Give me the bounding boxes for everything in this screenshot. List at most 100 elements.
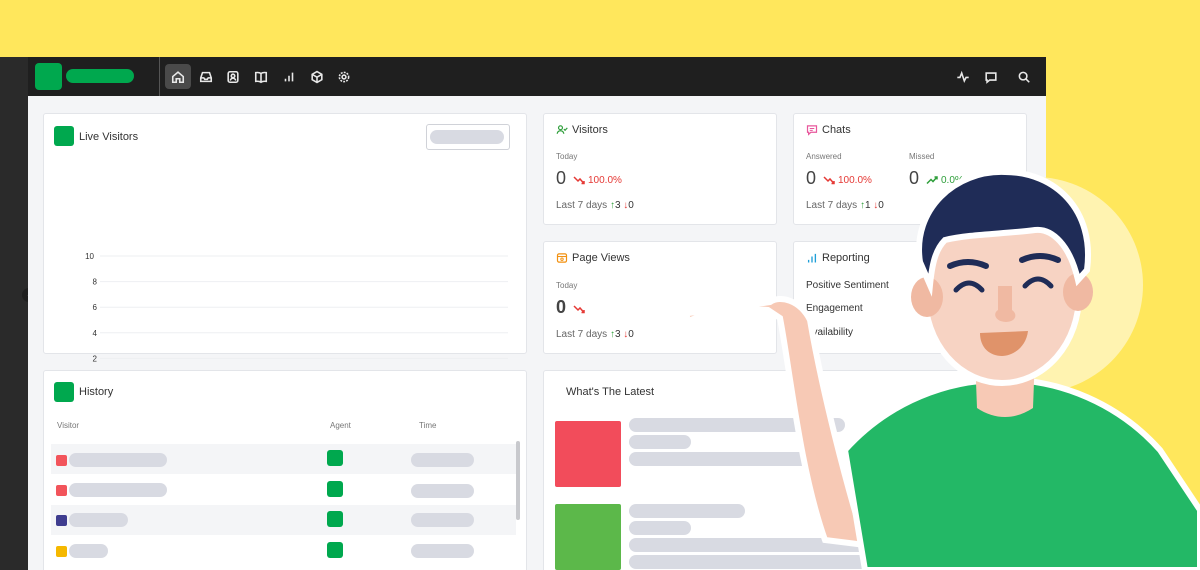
column-header-visitor[interactable]: Visitor (57, 421, 80, 430)
chats-answered-label: Answered (806, 152, 842, 161)
visitor-color-dot (56, 485, 67, 496)
visitor-name-placeholder (69, 513, 128, 527)
time-placeholder (411, 513, 474, 527)
visitors-up-count: 3 (614, 200, 621, 211)
trend-up-icon (926, 176, 938, 185)
agent-avatar (327, 542, 343, 558)
inbox-icon (199, 71, 213, 82)
history-scrollbar[interactable] (516, 441, 520, 520)
table-row[interactable] (51, 505, 516, 535)
visitors-change: 100.0% (588, 175, 622, 186)
live-visitors-icon (54, 126, 74, 146)
topbar-divider (159, 57, 160, 96)
news-text-placeholder (629, 452, 809, 466)
top-navigation-bar (28, 57, 1046, 96)
visitors-down-count: 0 (628, 200, 634, 211)
page-views-today-label: Today (556, 281, 578, 290)
table-row[interactable] (51, 444, 516, 474)
visitors-today-label: Today (556, 152, 578, 161)
reporting-item-availability[interactable]: Availability (806, 327, 854, 338)
trend-down-icon (573, 305, 585, 314)
nav-reports-button[interactable] (276, 64, 302, 89)
arrow-up-icon: ↑ (609, 200, 615, 211)
arrow-up-icon: ↑ (609, 329, 615, 340)
nav-settings-button[interactable] (331, 64, 357, 89)
trend-down-icon (823, 176, 835, 185)
agent-avatar (327, 511, 343, 527)
chats-missed-label: Missed (909, 152, 935, 161)
arrow-down-icon: ↓ (873, 200, 879, 211)
y-tick-label: 10 (85, 252, 94, 261)
visitors-last7-label: Last 7 days (556, 200, 608, 211)
chat-bubble-icon (985, 71, 997, 84)
chats-card: Chats Answered 0 100.0% Missed 0 0.0% La… (793, 113, 1027, 225)
visitor-name-placeholder (69, 544, 108, 558)
chats-last7: Last 7 days ↑1 ↓0 (806, 200, 884, 211)
news-title-placeholder (629, 504, 745, 518)
visitors-card: Visitors Today 0 100.0% Last 7 days ↑3 ↓… (543, 113, 777, 225)
page-views-today-value: 0 (556, 297, 567, 317)
chats-up-count: 1 (864, 200, 871, 211)
news-thumbnail[interactable] (555, 421, 621, 487)
search-icon (1018, 71, 1030, 83)
y-tick-label: 4 (93, 329, 98, 338)
activity-icon (957, 70, 969, 83)
news-meta-placeholder (629, 435, 691, 449)
bar-chart-icon (284, 72, 294, 81)
visitor-color-dot (56, 546, 67, 557)
arrow-up-icon: ↑ (859, 200, 865, 211)
column-header-agent[interactable]: Agent (330, 421, 351, 430)
nav-home-button[interactable] (165, 64, 191, 89)
y-tick-label: 8 (93, 278, 98, 287)
chats-title: Chats (822, 124, 851, 136)
time-placeholder (411, 544, 474, 558)
visitor-color-dot (56, 455, 67, 466)
page-views-down-count: 0 (628, 329, 634, 340)
news-title-placeholder (629, 418, 845, 432)
page-views-last7: Last 7 days ↑3 ↓0 (556, 329, 634, 340)
news-text-placeholder (629, 555, 929, 569)
chats-down-count: 0 (878, 200, 884, 211)
nav-inbox-button[interactable] (193, 64, 219, 89)
column-header-time[interactable]: Time (419, 421, 437, 430)
timeframe-placeholder (430, 130, 504, 144)
search-button[interactable] (1011, 64, 1037, 89)
visitor-name-placeholder (69, 483, 167, 497)
nav-knowledge-button[interactable] (248, 64, 274, 89)
table-row[interactable] (51, 475, 516, 505)
contacts-icon (227, 70, 239, 83)
nav-integrations-button[interactable] (304, 64, 330, 89)
nav-contacts-button[interactable] (220, 64, 246, 89)
latest-title: What's The Latest (566, 386, 655, 398)
news-thumbnail[interactable] (555, 504, 621, 570)
logo-wordmark (66, 69, 134, 83)
visitors-icon (556, 125, 568, 134)
timeframe-dropdown[interactable] (426, 124, 510, 150)
y-tick-label: 6 (93, 303, 98, 312)
trend-down-icon (573, 176, 585, 185)
page-views-card: Page Views Today 0 Last 7 days ↑3 ↓0 (543, 241, 777, 354)
messages-button[interactable] (978, 64, 1004, 89)
agent-avatar (327, 481, 343, 497)
home-icon (171, 70, 185, 83)
reporting-item-engagement[interactable]: Engagement (806, 303, 863, 314)
live-visitors-card: Live Visitors (43, 113, 527, 354)
agent-avatar (327, 450, 343, 466)
book-icon (254, 71, 268, 83)
visitor-color-dot (56, 515, 67, 526)
chats-answered-value: 0 (806, 168, 817, 188)
reporting-title: Reporting (822, 252, 870, 264)
news-meta-placeholder (629, 521, 691, 535)
gear-icon (338, 71, 350, 82)
arrow-down-icon: ↓ (623, 200, 629, 211)
page-views-last7-label: Last 7 days (556, 329, 608, 340)
activity-button[interactable] (950, 64, 976, 89)
history-icon (54, 382, 74, 402)
chats-missed-value: 0 (909, 168, 920, 188)
mascot-illustration (680, 168, 1200, 570)
bar-chart-icon (807, 253, 817, 263)
y-tick-label: 2 (93, 354, 98, 363)
table-row[interactable] (51, 536, 516, 566)
page-views-icon (556, 253, 568, 263)
reporting-item-positive-sentiment[interactable]: Positive Sentiment (806, 280, 889, 291)
